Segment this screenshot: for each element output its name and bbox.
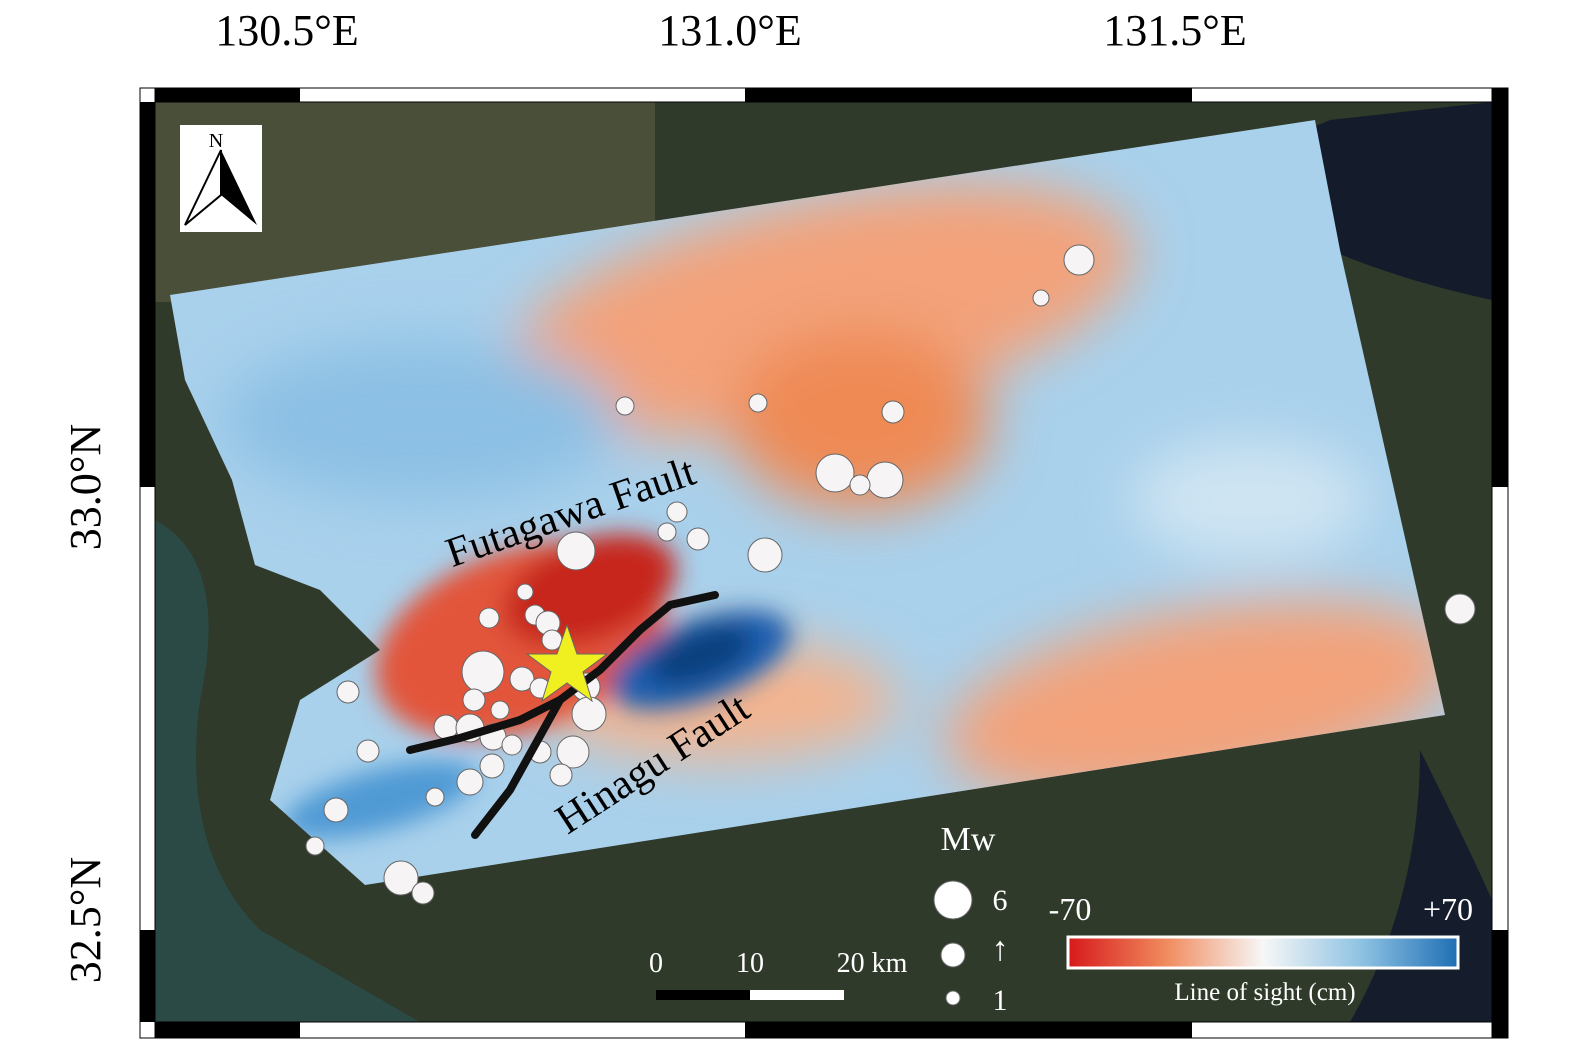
earthquake — [849, 474, 871, 496]
earthquake — [815, 453, 855, 493]
colorbar: -70 +70 Line of sight (cm) — [1049, 891, 1473, 1006]
earthquake — [748, 393, 768, 413]
legend-title: Mw — [941, 821, 996, 858]
earthquake — [305, 836, 325, 856]
earthquake — [657, 522, 677, 542]
legend-max: 6 — [993, 884, 1008, 917]
earthquake — [866, 461, 904, 499]
earthquake — [556, 735, 590, 769]
axis-labels: 130.5°E 131.0°E 131.5°E 33.0°N 32.5°N — [61, 6, 1247, 983]
earthquake — [516, 583, 534, 601]
earthquake — [461, 650, 505, 694]
scale-label: 0 — [649, 948, 663, 979]
latitude-label: 33.0°N — [61, 424, 110, 550]
earthquake — [571, 696, 607, 732]
earthquake — [456, 768, 484, 796]
earthquake — [383, 860, 419, 896]
earthquake — [686, 527, 710, 551]
earthquake — [1032, 289, 1050, 307]
earthquake — [501, 734, 523, 756]
earthquake — [615, 396, 635, 416]
north-label: N — [209, 130, 223, 152]
magnitude-legend: Mw 6 ↑ 1 — [933, 821, 1009, 1017]
earthquake — [509, 666, 535, 692]
earthquake — [490, 700, 510, 720]
earthquake — [478, 607, 500, 629]
earthquake — [556, 531, 596, 571]
scale-label: 10 — [736, 948, 764, 979]
scale-bar: 0 10 20 km — [649, 948, 908, 1000]
earthquake — [356, 739, 380, 763]
longitude-label: 131.0°E — [658, 6, 801, 55]
longitude-label: 130.5°E — [215, 6, 358, 55]
earthquake — [1444, 593, 1476, 625]
longitude-label: 131.5°E — [1103, 6, 1246, 55]
earthquake — [323, 797, 349, 823]
legend-arrow: ↑ — [992, 931, 1009, 968]
earthquake — [666, 501, 688, 523]
hinagu-fault-trace — [471, 696, 564, 839]
epicenter-star — [525, 623, 609, 703]
earthquake — [1063, 244, 1095, 276]
colorbar-max: +70 — [1423, 891, 1473, 927]
earthquake — [747, 537, 783, 573]
scale-label: 20 km — [837, 948, 908, 979]
earthquake — [549, 763, 573, 787]
earthquake — [411, 881, 435, 905]
earthquake — [425, 787, 445, 807]
earthquake — [462, 688, 486, 712]
earthquake — [336, 680, 360, 704]
north-arrow: N — [180, 125, 262, 232]
colorbar-min: -70 — [1049, 891, 1092, 927]
legend-min: 1 — [993, 984, 1008, 1017]
latitude-label: 32.5°N — [61, 857, 110, 983]
frame — [139, 87, 1509, 1039]
colorbar-label: Line of sight (cm) — [1174, 979, 1355, 1006]
earthquake — [479, 753, 505, 779]
earthquake — [881, 400, 905, 424]
